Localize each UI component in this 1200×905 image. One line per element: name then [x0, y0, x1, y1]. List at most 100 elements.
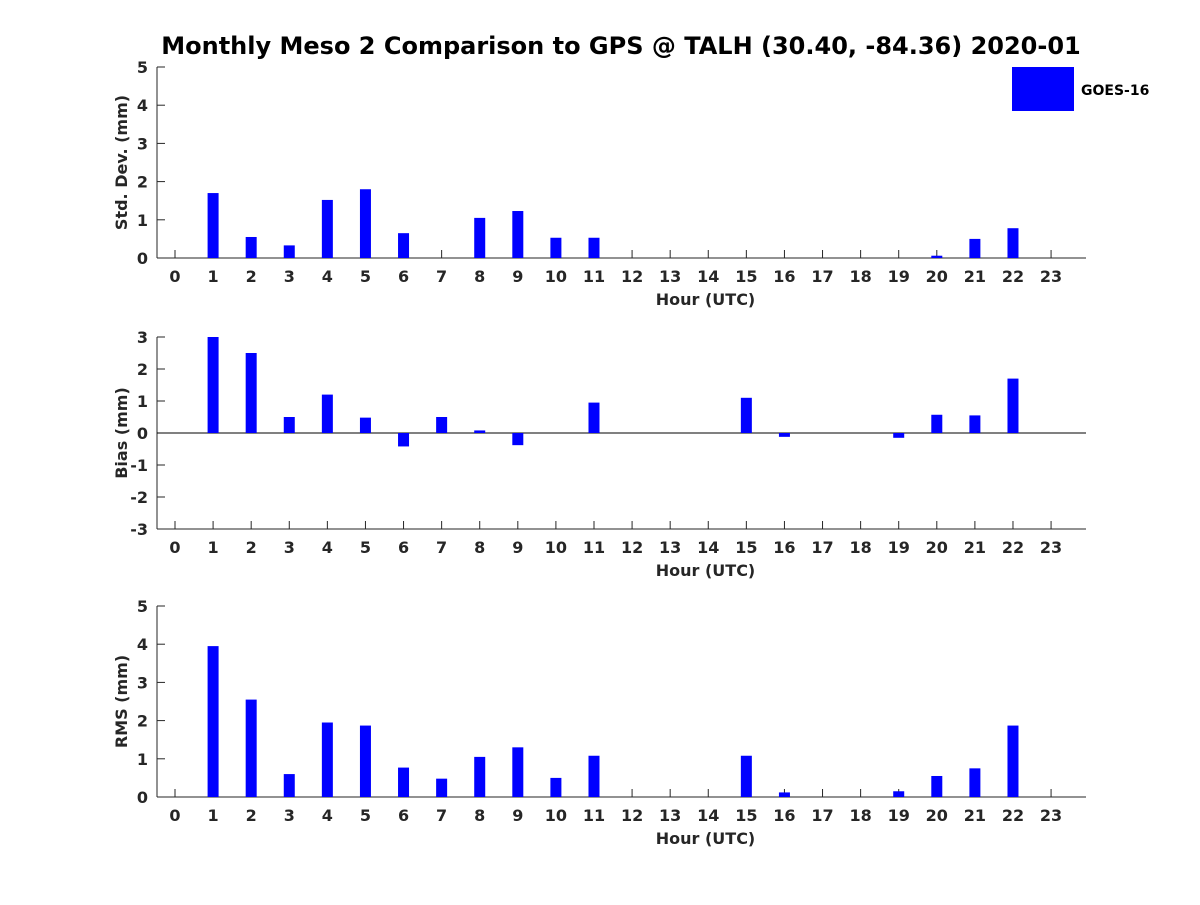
y-tick-label: 0	[137, 424, 148, 443]
bar-hour-21	[969, 768, 981, 797]
y-tick-label: 3	[137, 328, 148, 347]
x-tick-label: 0	[169, 538, 180, 557]
x-tick-label: 0	[169, 267, 180, 286]
y-tick-label: 3	[137, 134, 148, 153]
x-tick-label: 1	[208, 267, 219, 286]
bar-hour-16	[778, 792, 790, 797]
x-axis-label: Hour (UTC)	[656, 290, 756, 309]
y-axis-label: Std. Dev. (mm)	[112, 95, 131, 230]
x-tick-label: 22	[1002, 267, 1024, 286]
bar-hour-1	[207, 337, 219, 433]
y-tick-label: 0	[137, 249, 148, 268]
bar-hour-1	[207, 646, 219, 797]
x-tick-label: 17	[811, 538, 833, 557]
bar-hour-8	[474, 756, 486, 797]
bar-hour-11	[588, 402, 600, 433]
x-tick-label: 7	[436, 267, 447, 286]
x-tick-label: 3	[284, 806, 295, 825]
x-tick-label: 3	[284, 267, 295, 286]
bar-hour-3	[283, 774, 295, 797]
x-tick-label: 1	[208, 806, 219, 825]
x-tick-label: 16	[773, 806, 795, 825]
y-tick-label: 2	[137, 360, 148, 379]
x-tick-label: 13	[659, 538, 681, 557]
legend-swatch	[1012, 67, 1074, 111]
x-tick-label: 19	[888, 806, 910, 825]
bar-hour-15	[740, 397, 752, 433]
x-tick-label: 10	[545, 806, 567, 825]
x-tick-label: 18	[849, 806, 871, 825]
y-tick-label: 1	[137, 211, 148, 230]
bar-hour-9	[512, 747, 524, 797]
bar-hour-22	[1007, 725, 1019, 797]
x-tick-label: 15	[735, 806, 757, 825]
x-tick-label: 19	[888, 538, 910, 557]
bar-hour-11	[588, 755, 600, 797]
y-tick-label: -3	[130, 520, 148, 539]
x-tick-label: 1	[208, 538, 219, 557]
x-tick-label: 10	[545, 267, 567, 286]
bar-hour-2	[245, 699, 257, 797]
x-tick-label: 3	[284, 538, 295, 557]
x-tick-label: 6	[398, 806, 409, 825]
x-axis-label: Hour (UTC)	[656, 561, 756, 580]
x-tick-label: 21	[964, 806, 986, 825]
x-tick-label: 15	[735, 538, 757, 557]
x-tick-label: 22	[1002, 538, 1024, 557]
y-tick-label: 5	[137, 597, 148, 616]
bar-hour-10	[550, 777, 562, 797]
y-tick-label: -2	[130, 488, 148, 507]
bar-hour-9	[512, 211, 524, 258]
bar-hour-3	[283, 245, 295, 258]
bar-hour-2	[245, 353, 257, 433]
x-tick-label: 8	[474, 267, 485, 286]
x-tick-label: 11	[583, 267, 605, 286]
x-axis-label: Hour (UTC)	[656, 829, 756, 848]
x-tick-label: 10	[545, 538, 567, 557]
x-tick-label: 14	[697, 538, 719, 557]
x-tick-label: 2	[246, 538, 257, 557]
x-tick-label: 21	[964, 267, 986, 286]
y-tick-label: 1	[137, 750, 148, 769]
x-tick-label: 7	[436, 806, 447, 825]
x-tick-label: 5	[360, 806, 371, 825]
x-tick-label: 15	[735, 267, 757, 286]
bar-hour-6	[398, 767, 410, 797]
legend-label: GOES-16	[1081, 83, 1149, 99]
x-tick-label: 6	[398, 538, 409, 557]
x-tick-label: 18	[849, 538, 871, 557]
bar-hour-20	[931, 414, 943, 433]
y-tick-label: 0	[137, 788, 148, 807]
bar-hour-8	[474, 217, 486, 258]
bar-hour-10	[550, 237, 562, 258]
x-tick-label: 23	[1040, 267, 1062, 286]
x-tick-label: 5	[360, 538, 371, 557]
x-tick-label: 14	[697, 806, 719, 825]
x-tick-label: 0	[169, 806, 180, 825]
x-tick-label: 12	[621, 538, 643, 557]
bar-hour-20	[931, 255, 943, 258]
y-tick-label: 4	[137, 635, 148, 654]
bar-hour-4	[321, 722, 333, 797]
y-tick-label: 4	[137, 96, 148, 115]
y-tick-label: 1	[137, 392, 148, 411]
x-tick-label: 13	[659, 806, 681, 825]
bar-hour-1	[207, 193, 219, 258]
bar-hour-7	[436, 417, 448, 433]
x-tick-label: 23	[1040, 538, 1062, 557]
x-tick-label: 21	[964, 538, 986, 557]
x-tick-label: 17	[811, 267, 833, 286]
x-tick-label: 8	[474, 806, 485, 825]
x-tick-label: 19	[888, 267, 910, 286]
x-tick-label: 20	[926, 806, 948, 825]
x-tick-label: 13	[659, 267, 681, 286]
bar-hour-16	[778, 433, 790, 437]
bar-hour-4	[321, 199, 333, 258]
x-tick-label: 9	[512, 806, 523, 825]
bar-hour-4	[321, 394, 333, 433]
x-tick-label: 4	[322, 538, 333, 557]
bar-hour-22	[1007, 228, 1019, 258]
